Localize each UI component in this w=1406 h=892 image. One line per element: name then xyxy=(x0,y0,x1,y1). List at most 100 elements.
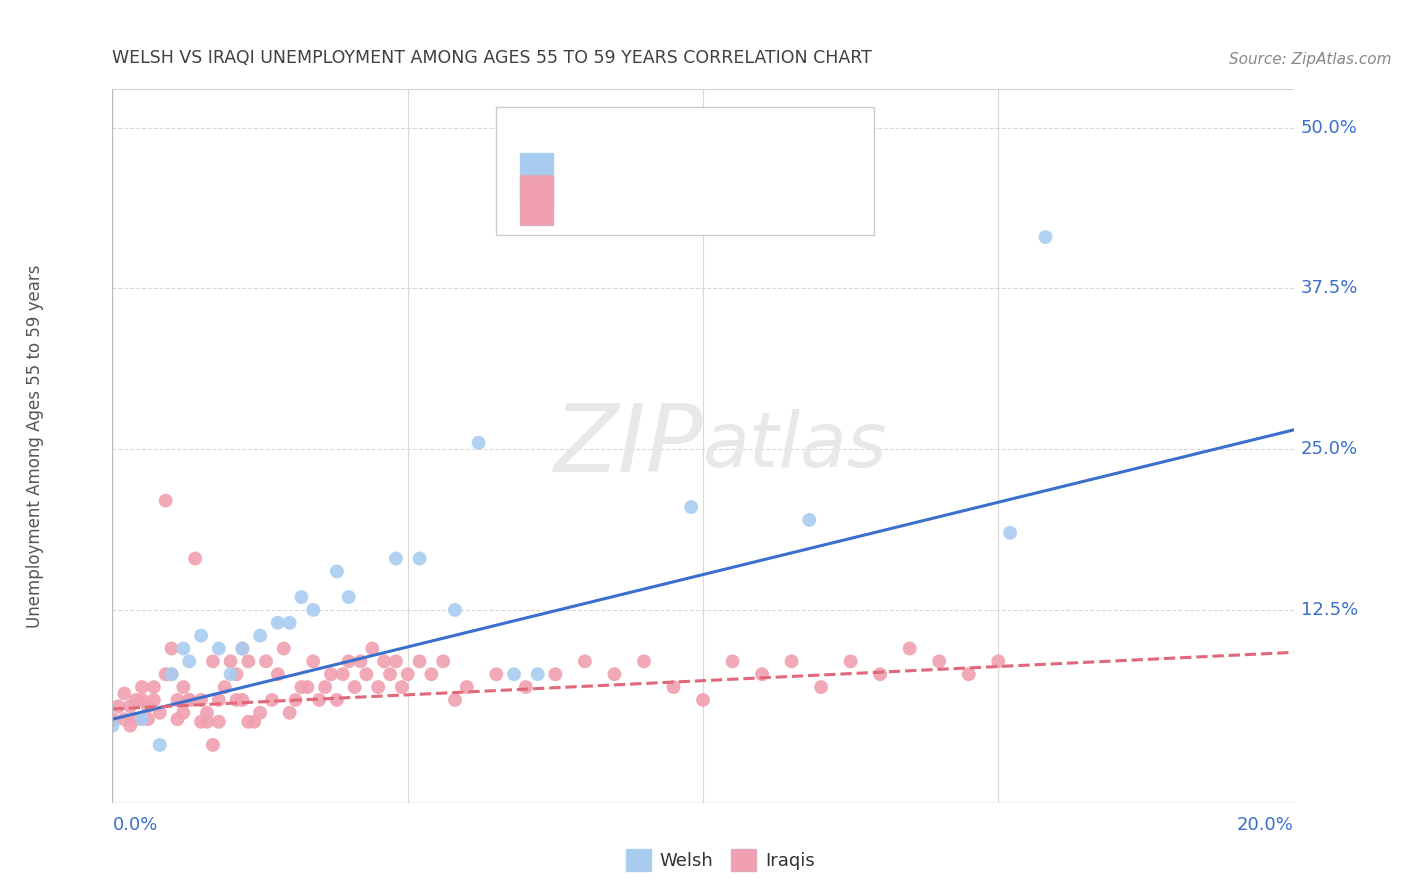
Point xyxy=(225,667,247,681)
Point xyxy=(131,680,153,694)
Point xyxy=(998,525,1021,540)
Text: atlas: atlas xyxy=(703,409,887,483)
Point xyxy=(526,667,548,681)
Point xyxy=(326,565,349,579)
Point xyxy=(284,693,307,707)
Point xyxy=(120,699,142,714)
Text: 25.0%: 25.0% xyxy=(1301,441,1358,458)
Point xyxy=(107,699,129,714)
Text: R =  0.133   N = 92: R = 0.133 N = 92 xyxy=(567,190,751,210)
Text: 50.0%: 50.0% xyxy=(1301,119,1357,136)
Point xyxy=(172,680,194,694)
Text: 37.5%: 37.5% xyxy=(1301,279,1358,298)
Point xyxy=(337,654,360,668)
Point xyxy=(444,603,467,617)
Point xyxy=(337,590,360,604)
Point xyxy=(432,654,454,668)
Point xyxy=(219,654,242,668)
Text: 20.0%: 20.0% xyxy=(1237,816,1294,834)
Text: 12.5%: 12.5% xyxy=(1301,601,1358,619)
Point xyxy=(201,738,224,752)
Point xyxy=(231,693,253,707)
Point xyxy=(314,680,336,694)
Bar xyxy=(520,153,553,203)
Point xyxy=(467,435,489,450)
Point xyxy=(101,719,124,733)
Point xyxy=(928,654,950,668)
Point xyxy=(391,680,413,694)
Point xyxy=(190,693,212,707)
Point xyxy=(179,693,201,707)
Point xyxy=(231,641,253,656)
Text: ZIP: ZIP xyxy=(554,401,703,491)
Point xyxy=(184,551,207,566)
Point xyxy=(160,667,183,681)
Point xyxy=(238,714,260,729)
Point xyxy=(444,693,467,707)
Point xyxy=(112,712,135,726)
Text: Welsh: Welsh xyxy=(659,852,713,870)
Point xyxy=(267,615,290,630)
Point xyxy=(297,680,319,694)
Point xyxy=(208,641,231,656)
Point xyxy=(408,551,430,566)
Point xyxy=(238,654,260,668)
Point xyxy=(278,706,301,720)
Text: Unemployment Among Ages 55 to 59 years: Unemployment Among Ages 55 to 59 years xyxy=(27,264,44,628)
Point xyxy=(172,641,194,656)
Point xyxy=(112,686,135,700)
Point xyxy=(367,680,389,694)
Point xyxy=(378,667,401,681)
Point xyxy=(160,641,183,656)
Point xyxy=(149,706,172,720)
Point xyxy=(219,667,242,681)
Point xyxy=(231,641,253,656)
Bar xyxy=(520,175,553,225)
Point xyxy=(136,699,159,714)
Text: WELSH VS IRAQI UNEMPLOYMENT AMONG AGES 55 TO 59 YEARS CORRELATION CHART: WELSH VS IRAQI UNEMPLOYMENT AMONG AGES 5… xyxy=(112,49,872,67)
Point xyxy=(120,719,142,733)
Point xyxy=(302,654,325,668)
Point xyxy=(155,667,177,681)
Point xyxy=(751,667,773,681)
Point xyxy=(957,667,980,681)
Point xyxy=(385,654,408,668)
Point xyxy=(249,706,271,720)
Point xyxy=(420,667,443,681)
Point xyxy=(125,712,148,726)
Point xyxy=(190,629,212,643)
Point xyxy=(356,667,378,681)
Point xyxy=(249,629,271,643)
Point xyxy=(166,712,188,726)
Point xyxy=(503,667,526,681)
Point xyxy=(208,714,231,729)
Point xyxy=(869,667,891,681)
Point xyxy=(225,693,247,707)
Point xyxy=(721,654,744,668)
Point xyxy=(681,500,703,514)
Point xyxy=(361,641,384,656)
Point xyxy=(179,654,201,668)
Point xyxy=(343,680,366,694)
Point xyxy=(319,667,342,681)
Text: 0.0%: 0.0% xyxy=(112,816,157,834)
Point xyxy=(131,693,153,707)
Point xyxy=(332,667,354,681)
Point xyxy=(810,680,832,694)
Point xyxy=(1035,230,1057,244)
Point xyxy=(142,680,165,694)
Point xyxy=(166,693,188,707)
Point xyxy=(267,667,290,681)
Point xyxy=(290,680,312,694)
Point xyxy=(574,654,596,668)
Point xyxy=(172,706,194,720)
Text: R = 0.686   N = 27: R = 0.686 N = 27 xyxy=(567,169,745,188)
Point xyxy=(214,680,236,694)
Point xyxy=(396,667,419,681)
Point xyxy=(898,641,921,656)
Point xyxy=(208,693,231,707)
Point xyxy=(692,693,714,707)
Point xyxy=(278,615,301,630)
Point xyxy=(485,667,508,681)
Point xyxy=(308,693,330,707)
